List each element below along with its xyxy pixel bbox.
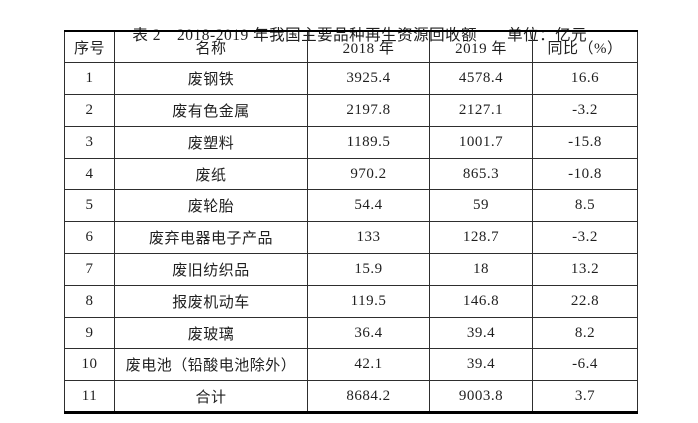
cell-yoy: 8.2 <box>532 316 638 350</box>
cell-yoy: 3.7 <box>532 380 638 415</box>
cell-2019: 4578.4 <box>429 62 533 96</box>
cell-2019: 1001.7 <box>429 125 533 159</box>
cell-serial: 3 <box>64 125 115 159</box>
header-row: 序号 名称 2018 年 2019 年 同比（%） <box>64 30 638 64</box>
header-2018: 2018 年 <box>307 30 430 64</box>
cell-serial: 4 <box>64 157 115 191</box>
cell-2018: 970.2 <box>307 157 430 191</box>
cell-2019: 18 <box>429 253 533 286</box>
table-row: 2 废有色金属 2197.8 2127.1 -3.2 <box>64 94 638 127</box>
cell-2019: 39.4 <box>429 316 533 350</box>
cell-2018: 54.4 <box>307 189 430 223</box>
header-yoy: 同比（%） <box>532 30 638 64</box>
cell-name: 废钢铁 <box>114 62 308 96</box>
cell-2018: 1189.5 <box>307 125 430 159</box>
cell-2019: 59 <box>429 189 533 223</box>
table-row: 4 废纸 970.2 865.3 -10.8 <box>64 157 638 191</box>
cell-2018: 2197.8 <box>307 94 430 127</box>
cell-2018: 119.5 <box>307 284 430 318</box>
cell-name: 废玻璃 <box>114 316 308 350</box>
table-row: 9 废玻璃 36.4 39.4 8.2 <box>64 316 638 350</box>
cell-2019: 39.4 <box>429 348 533 382</box>
table-row: 10 废电池（铅酸电池除外） 42.1 39.4 -6.4 <box>64 348 638 382</box>
table-row: 1 废钢铁 3925.4 4578.4 16.6 <box>64 62 638 96</box>
cell-serial: 8 <box>64 284 115 318</box>
cell-name: 报废机动车 <box>114 284 308 318</box>
cell-serial: 6 <box>64 221 115 255</box>
cell-2018: 3925.4 <box>307 62 430 96</box>
cell-2019: 146.8 <box>429 284 533 318</box>
cell-2018: 15.9 <box>307 253 430 286</box>
cell-name: 合计 <box>114 380 308 415</box>
cell-name: 废塑料 <box>114 125 308 159</box>
cell-yoy: 8.5 <box>532 189 638 223</box>
cell-yoy: 13.2 <box>532 253 638 286</box>
cell-name: 废有色金属 <box>114 94 308 127</box>
cell-2019: 128.7 <box>429 221 533 255</box>
cell-serial: 9 <box>64 316 115 350</box>
cell-name: 废电池（铅酸电池除外） <box>114 348 308 382</box>
cell-2018: 8684.2 <box>307 380 430 415</box>
cell-name: 废纸 <box>114 157 308 191</box>
header-2019: 2019 年 <box>429 30 533 64</box>
cell-yoy: -3.2 <box>532 221 638 255</box>
cell-name: 废轮胎 <box>114 189 308 223</box>
cell-serial: 10 <box>64 348 115 382</box>
table-row: 7 废旧纺织品 15.9 18 13.2 <box>64 253 638 286</box>
table-row: 3 废塑料 1189.5 1001.7 -15.8 <box>64 125 638 159</box>
cell-yoy: 22.8 <box>532 284 638 318</box>
recycling-data-table: 序号 名称 2018 年 2019 年 同比（%） 1 废钢铁 3925.4 4… <box>64 30 638 415</box>
cell-serial: 1 <box>64 62 115 96</box>
cell-name: 废旧纺织品 <box>114 253 308 286</box>
cell-2019: 9003.8 <box>429 380 533 415</box>
table-row: 6 废弃电器电子产品 133 128.7 -3.2 <box>64 221 638 255</box>
header-serial: 序号 <box>64 30 115 64</box>
cell-yoy: -15.8 <box>532 125 638 159</box>
cell-2019: 865.3 <box>429 157 533 191</box>
cell-2018: 133 <box>307 221 430 255</box>
cell-yoy: -3.2 <box>532 94 638 127</box>
cell-name: 废弃电器电子产品 <box>114 221 308 255</box>
cell-2018: 36.4 <box>307 316 430 350</box>
cell-serial: 7 <box>64 253 115 286</box>
cell-2018: 42.1 <box>307 348 430 382</box>
cell-yoy: -10.8 <box>532 157 638 191</box>
table-row: 8 报废机动车 119.5 146.8 22.8 <box>64 284 638 318</box>
cell-2019: 2127.1 <box>429 94 533 127</box>
cell-serial: 5 <box>64 189 115 223</box>
table-row: 5 废轮胎 54.4 59 8.5 <box>64 189 638 223</box>
header-name: 名称 <box>114 30 308 64</box>
cell-serial: 2 <box>64 94 115 127</box>
table-row total-row: 11 合计 8684.2 9003.8 3.7 <box>64 380 638 415</box>
cell-yoy: -6.4 <box>532 348 638 382</box>
cell-serial: 11 <box>64 380 115 415</box>
cell-yoy: 16.6 <box>532 62 638 96</box>
